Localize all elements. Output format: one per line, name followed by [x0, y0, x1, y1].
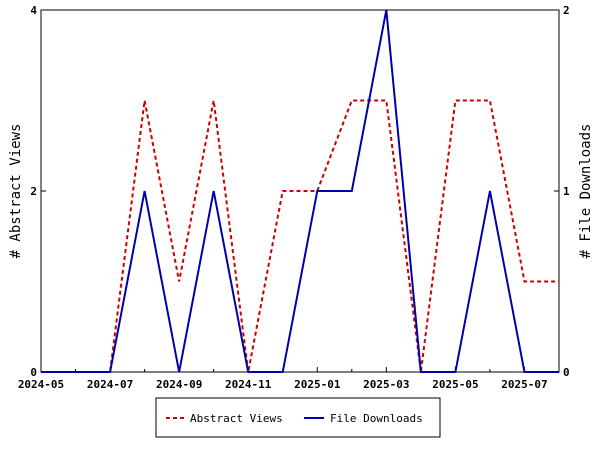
y-left-tick-label: 2 — [30, 185, 37, 198]
x-tick-label: 2024-11 — [225, 378, 272, 391]
y-right-tick-label: 0 — [563, 366, 570, 379]
x-tick-label: 2024-05 — [18, 378, 64, 391]
x-tick-label: 2025-01 — [294, 378, 341, 391]
legend-label-abstract-views: Abstract Views — [190, 412, 283, 425]
x-axis-ticks: 2024-05 2024-07 2024-09 2024-11 2025-01 2025-… — [18, 367, 560, 391]
y-left-axis-title: # Abstract Views — [8, 124, 24, 259]
legend-label-file-downloads: File Downloads — [330, 412, 423, 425]
x-tick-label: 2024-09 — [156, 378, 202, 391]
x-tick-label: 2025-05 — [432, 378, 478, 391]
series-layer — [41, 9, 559, 373]
y-right-tick-label: 2 — [563, 4, 570, 17]
y-right-tick-label: 1 — [563, 185, 570, 198]
x-tick-label: 2024-07 — [87, 378, 133, 391]
series-line-abstract-views — [41, 99, 559, 373]
y-right-axis-title: # File Downloads — [578, 124, 594, 259]
y-left-tick-label: 4 — [30, 4, 37, 17]
series-line-file-downloads — [41, 9, 559, 373]
legend-box — [155, 397, 441, 438]
legend: Abstract Views File Downloads — [155, 397, 441, 438]
y-left-tick-label: 0 — [30, 366, 37, 379]
x-tick-label: 2025-07 — [501, 378, 547, 391]
x-tick-label: 2025-03 — [363, 378, 409, 391]
